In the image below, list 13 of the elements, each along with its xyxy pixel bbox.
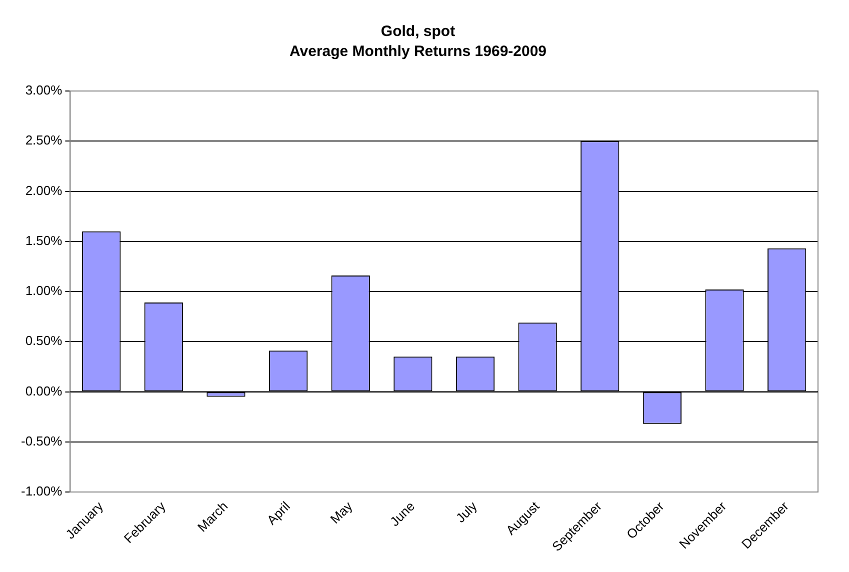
y-tick-label: -0.50% xyxy=(20,433,63,448)
x-tick-label: July xyxy=(452,498,480,526)
y-tick-label: 1.50% xyxy=(25,232,63,248)
y-tick-label: 2.00% xyxy=(25,182,63,198)
y-tick-label: 3.00% xyxy=(25,82,63,98)
y-tick-label: 2.50% xyxy=(25,132,63,148)
chart-subtitle: Average Monthly Returns 1969-2009 xyxy=(289,43,547,60)
y-tick-label: 1.00% xyxy=(25,283,63,298)
x-tick-label: May xyxy=(327,498,356,527)
y-tick-label: 0.00% xyxy=(25,383,63,398)
y-tick-label: 0.50% xyxy=(25,333,63,348)
y-tick-label: -1.00% xyxy=(20,484,63,499)
chart-title: Gold, spot xyxy=(380,23,456,40)
